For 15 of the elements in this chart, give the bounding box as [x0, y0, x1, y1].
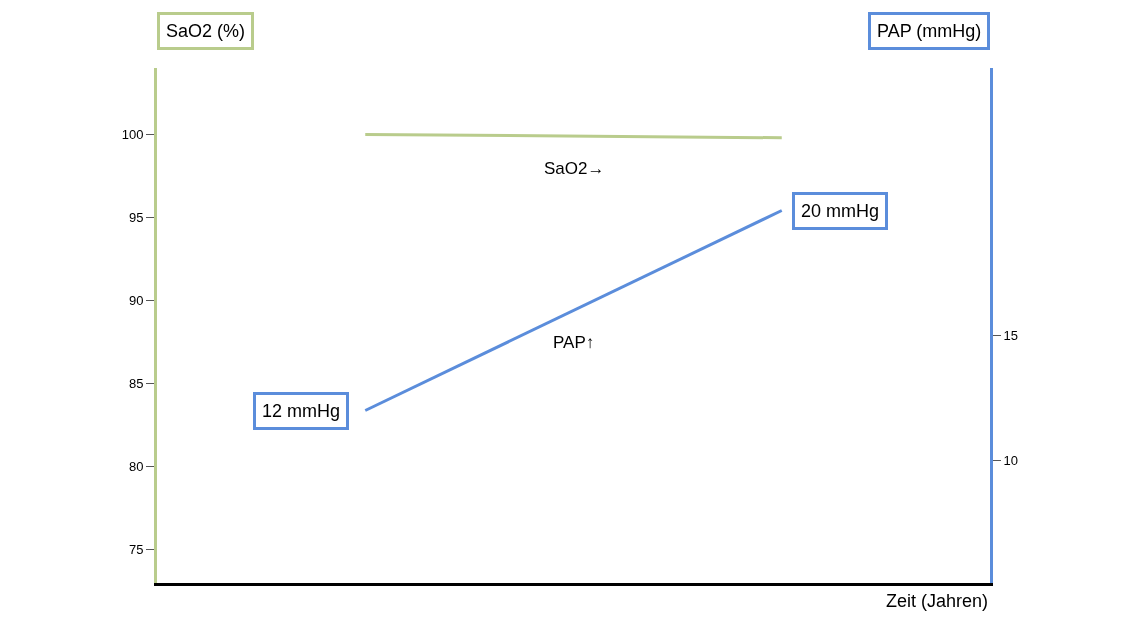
- y-tick-label: 75: [128, 542, 144, 558]
- y-tick-label: 100: [121, 127, 144, 142]
- x-axis-title: Zeit (Jahren): [886, 591, 989, 611]
- y-tick-label: 80: [128, 459, 144, 475]
- y2-axis-title: PAP (mmHg): [877, 21, 982, 41]
- y-axis-title: SaO2 (%): [166, 21, 246, 41]
- data-label: 20 mmHg: [801, 201, 880, 221]
- y-tick-label: 85: [128, 376, 144, 392]
- y2-tick-label: 15: [1003, 328, 1019, 344]
- data-label: 12 mmHg: [262, 401, 341, 421]
- y2-tick-label: 10: [1003, 453, 1019, 469]
- y-tick-label: 90: [128, 293, 144, 309]
- y-tick-label: 95: [128, 210, 144, 226]
- series-label: SaO2→: [544, 159, 605, 178]
- series-label: PAP↑: [553, 333, 595, 352]
